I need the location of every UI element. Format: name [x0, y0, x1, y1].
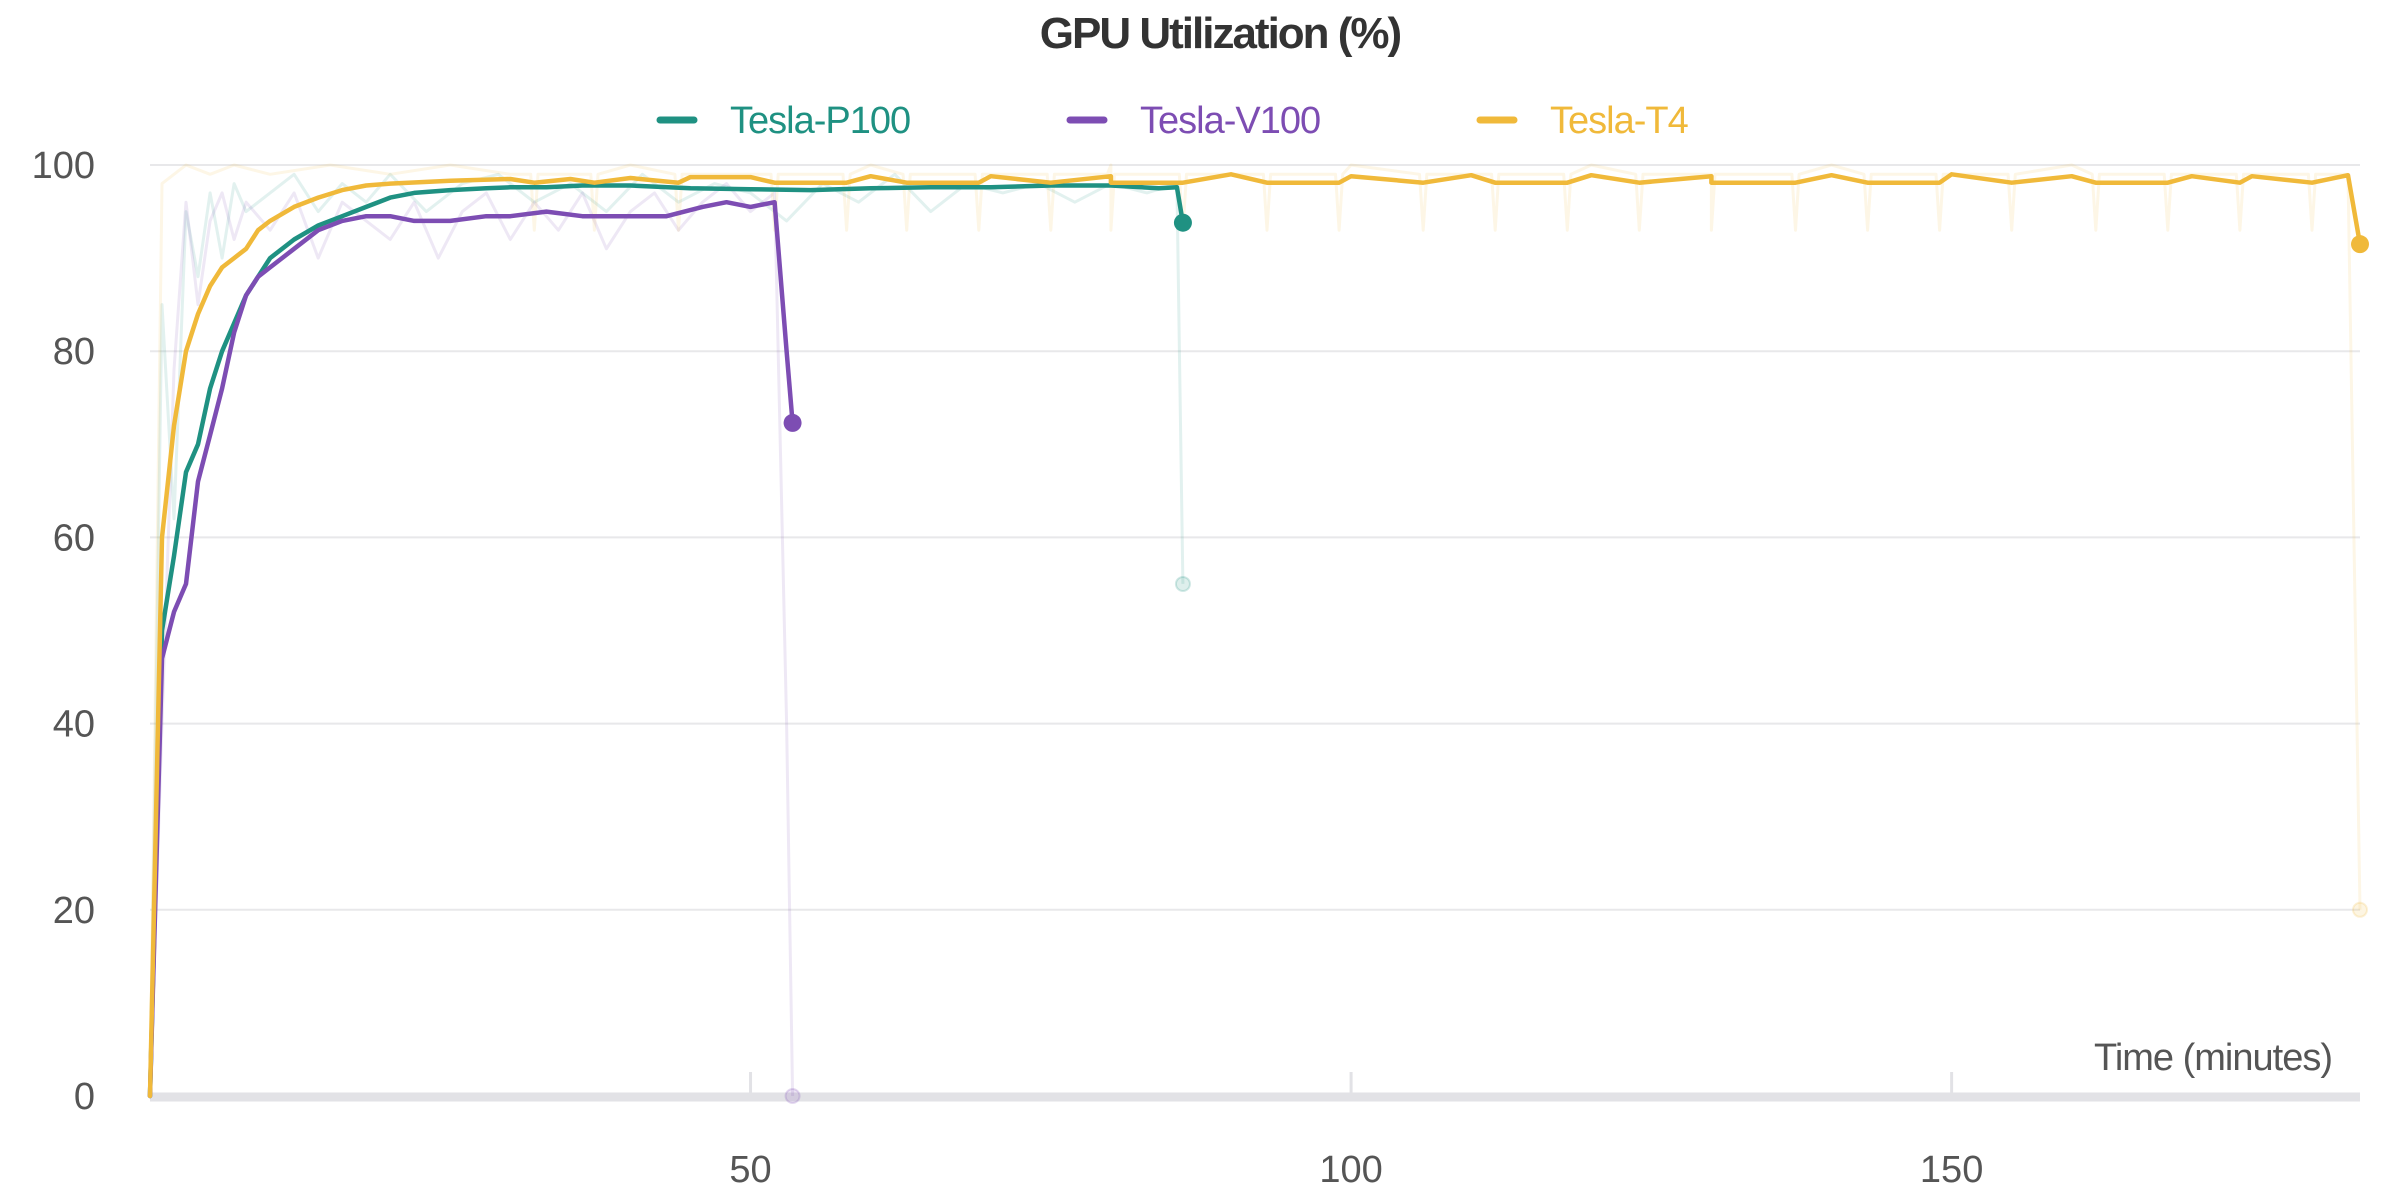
- smoothed-series-lines: [147, 172, 2363, 1099]
- raw-line-tesla-t4: [148, 163, 2362, 1097]
- smoothed-line-tesla-p100: [147, 183, 1186, 1099]
- y-tick-label: 60: [53, 517, 95, 559]
- chart-title: GPU Utilization (%): [1040, 9, 1401, 58]
- raw-line-tesla-v100: [148, 182, 795, 1097]
- x-tick-label: 50: [729, 1149, 771, 1191]
- x-tick-label: 100: [1319, 1149, 1382, 1191]
- y-tick-label: 40: [53, 704, 95, 746]
- smoothed-line-tesla-v100: [147, 199, 795, 1099]
- x-axis-ticks: 50 100 150: [729, 1072, 1983, 1191]
- legend-label: Tesla-T4: [1550, 100, 1689, 142]
- smoothed-end-marker[interactable]: [2351, 235, 2369, 254]
- chart-gridlines: [150, 164, 2360, 1102]
- smoothed-end-marker[interactable]: [1173, 213, 1192, 232]
- chart-legend: Tesla-P100 Tesla-V100 Tesla-T4: [656, 100, 1690, 142]
- raw-line-tesla-p100: [148, 172, 1185, 1097]
- legend-item-tesla-v100[interactable]: Tesla-V100: [1066, 100, 1321, 142]
- series-end-markers: [783, 213, 2369, 1104]
- legend-label: Tesla-V100: [1140, 100, 1320, 142]
- y-tick-label: 0: [74, 1076, 95, 1118]
- x-axis-title: Time (minutes): [2094, 1037, 2332, 1079]
- smoothed-end-marker[interactable]: [783, 413, 802, 432]
- y-tick-label: 100: [32, 145, 95, 187]
- raw-series-lines: [148, 163, 2362, 1097]
- y-tick-label: 20: [53, 890, 95, 932]
- legend-item-tesla-p100[interactable]: Tesla-P100: [656, 100, 911, 142]
- smoothed-line-tesla-t4: [147, 172, 2363, 1099]
- raw-end-marker[interactable]: [1174, 575, 1191, 592]
- y-axis-ticks: 0 20 40 60 80 100: [32, 145, 95, 1118]
- raw-end-marker[interactable]: [2352, 901, 2368, 918]
- legend-item-tesla-t4[interactable]: Tesla-T4: [1476, 100, 1690, 142]
- raw-end-marker[interactable]: [784, 1088, 801, 1104]
- legend-label: Tesla-P100: [730, 100, 910, 142]
- y-tick-label: 80: [53, 331, 95, 373]
- x-tick-label: 150: [1920, 1149, 1983, 1191]
